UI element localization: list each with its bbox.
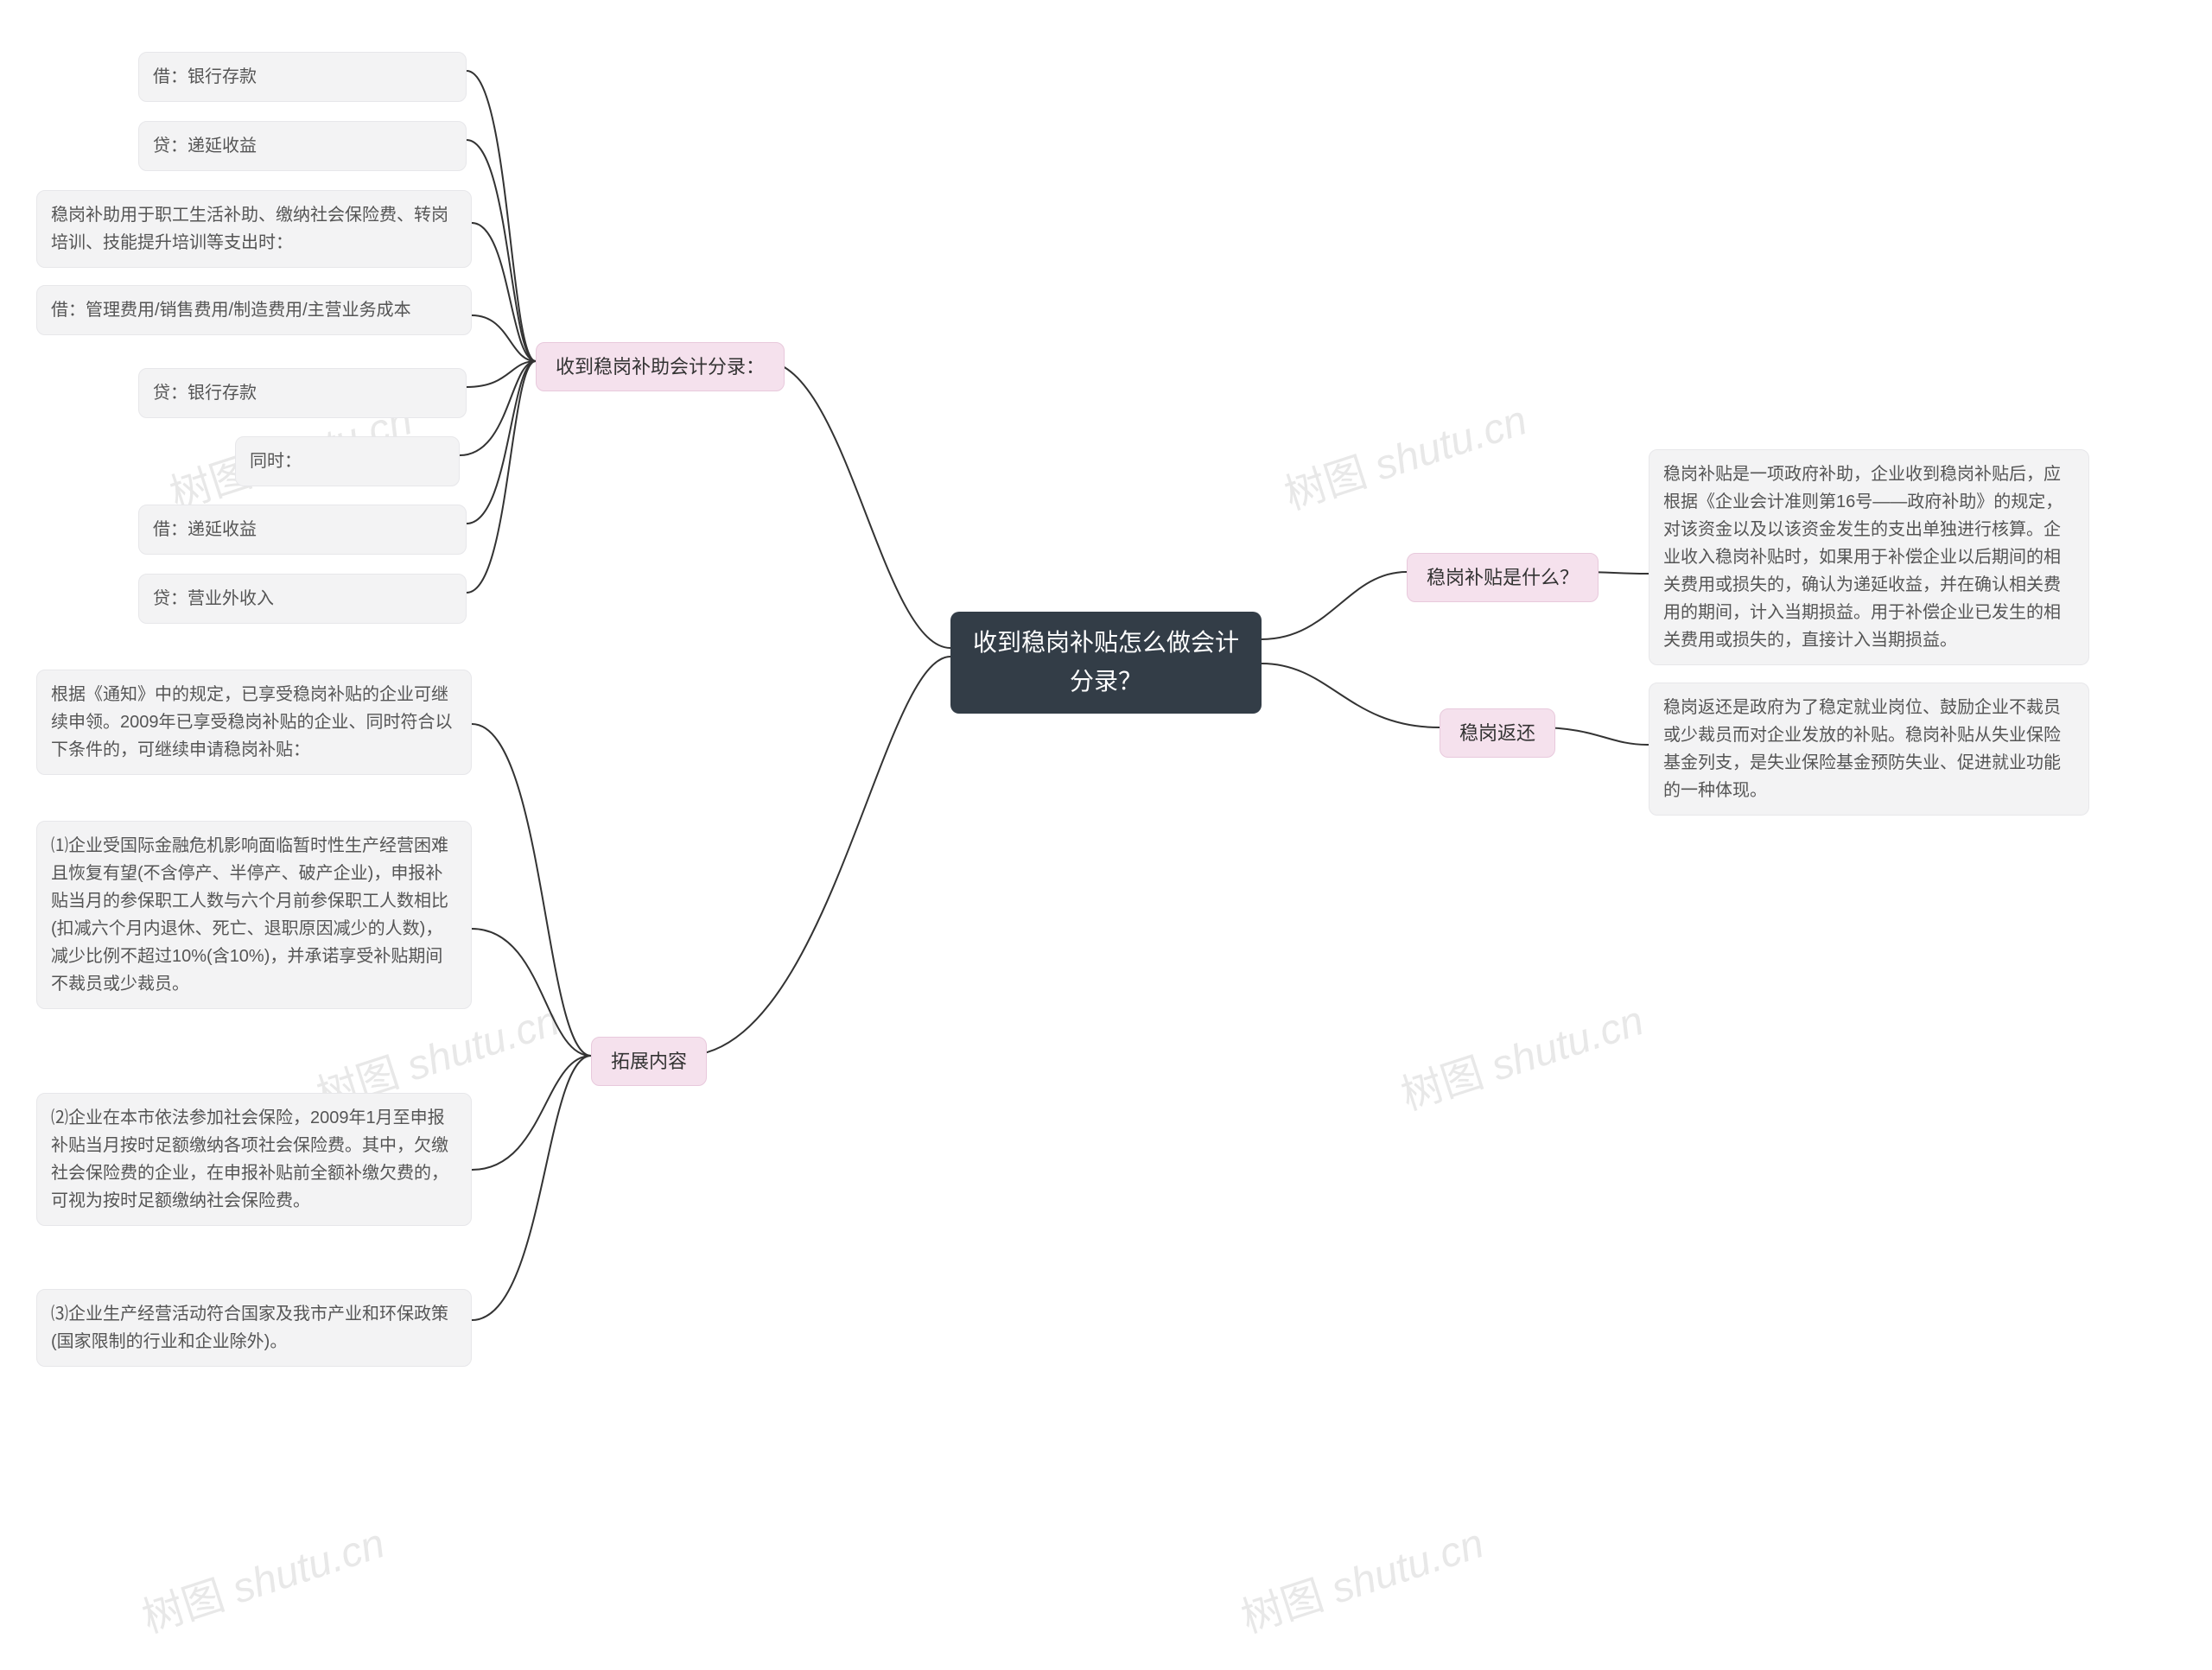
leaf-e2: ⑴企业受国际金融危机影响面临暂时性生产经营困难且恢复有望(不含停产、半停产、破产… <box>36 821 472 1009</box>
leaf-e1: 根据《通知》中的规定，已享受稳岗补贴的企业可继续申领。2009年已享受稳岗补贴的… <box>36 670 472 775</box>
branch-4: 稳岗返还 <box>1440 708 1555 758</box>
leaf-l3: 稳岗补助用于职工生活补助、缴纳社会保险费、转岗培训、技能提升培训等支出时： <box>36 190 472 268</box>
leaf-e4: ⑶企业生产经营活动符合国家及我市产业和环保政策(国家限制的行业和企业除外)。 <box>36 1289 472 1367</box>
branch-3: 稳岗补贴是什么？ <box>1407 553 1599 602</box>
leaf-l7: 借：递延收益 <box>138 505 467 555</box>
leaf-l1: 借：银行存款 <box>138 52 467 102</box>
leaf-l8: 贷：营业外收入 <box>138 574 467 624</box>
leaf-e3: ⑵企业在本市依法参加社会保险，2009年1月至申报补贴当月按时足额缴纳各项社会保… <box>36 1093 472 1226</box>
leaf-l4: 借：管理费用/销售费用/制造费用/主营业务成本 <box>36 285 472 335</box>
leaf-l6: 同时： <box>235 436 460 486</box>
leaf-r2: 稳岗返还是政府为了稳定就业岗位、鼓励企业不裁员或少裁员而对企业发放的补贴。稳岗补… <box>1649 683 2089 816</box>
leaf-l5: 贷：银行存款 <box>138 368 467 418</box>
root-node: 收到稳岗补贴怎么做会计分录？ <box>950 612 1262 714</box>
leaf-r1: 稳岗补贴是一项政府补助，企业收到稳岗补贴后，应根据《企业会计准则第16号——政府… <box>1649 449 2089 665</box>
leaf-l2: 贷：递延收益 <box>138 121 467 171</box>
branch-1: 收到稳岗补助会计分录： <box>536 342 785 391</box>
branch-2: 拓展内容 <box>591 1037 707 1086</box>
